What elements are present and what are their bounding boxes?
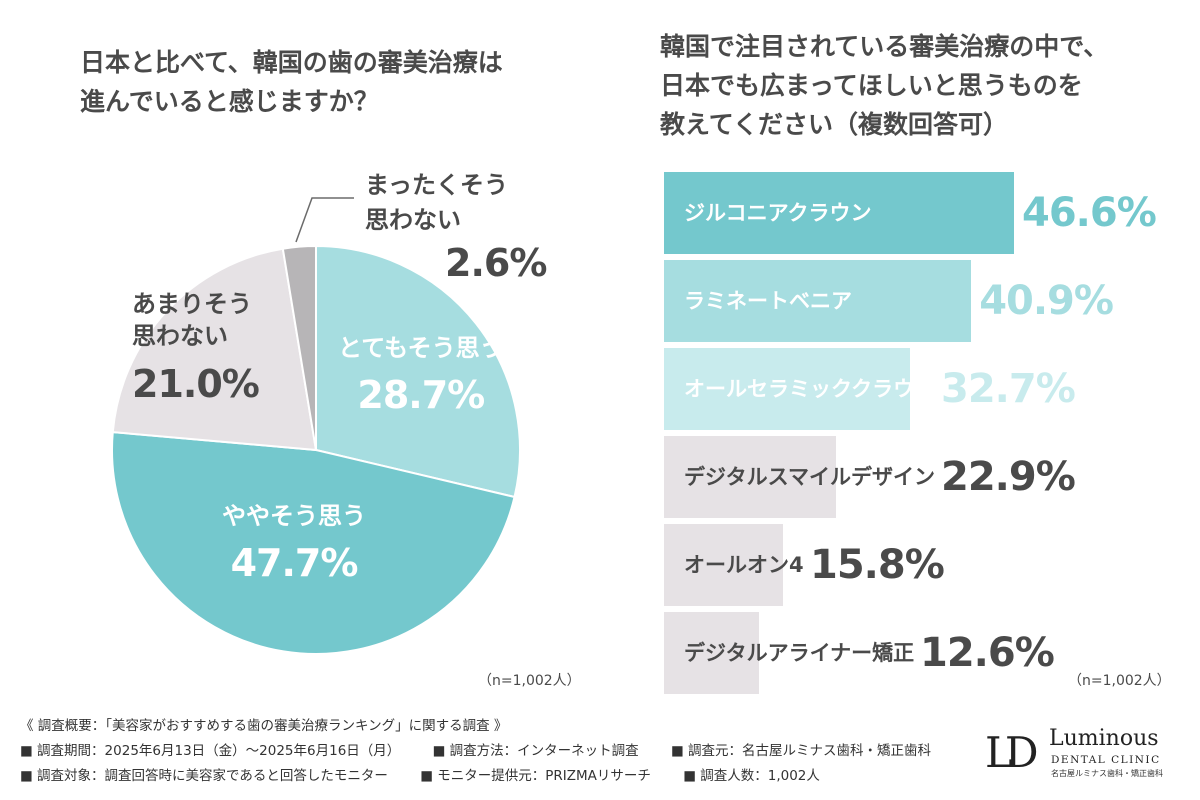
survey-provider: ■ モニター提供元：PRIZMAリサーチ	[420, 768, 651, 784]
bar-value-label: 40.9%	[979, 278, 1114, 324]
pie-slice-not-at-all	[281, 244, 317, 451]
bar-title-line-2: 日本でも広まってほしいと思うものを	[660, 70, 1083, 100]
pie-slice-somewhat-agree	[111, 430, 516, 655]
bar-row: ジルコニアクラウン 46.6%	[664, 172, 1184, 254]
pie-value-not-at-all: 2.6%	[445, 240, 547, 285]
logo-mark: LD	[985, 728, 1039, 777]
bar-value-label: 46.6%	[1022, 190, 1157, 236]
survey-overview: 《 調査概要：「美容家がおすすめする歯の審美治療ランキング」に関する調査 》 ■…	[20, 714, 970, 789]
survey-source: ■ 調査元：名古屋ルミナス歯科・矯正歯科	[670, 743, 931, 759]
logo-tagline: 名古屋ルミナス歯科・矯正歯科	[1051, 769, 1163, 778]
bar-sample-size-note: （n=1,002人）	[1068, 673, 1171, 689]
bar-row: ラミネートベニア 40.9%	[664, 260, 1184, 342]
survey-row-2: ■ 調査対象：調査回答時に美容家であると回答したモニター ■ モニター提供元：P…	[20, 764, 970, 789]
pie-question-title: 日本と比べて、韓国の歯の審美治療は 進んでいると感じますか？	[80, 44, 600, 122]
bar-row: オールオン4 15.8%	[664, 524, 1184, 606]
bar	[664, 172, 1014, 254]
bar-row: デジタルアライナー矯正 12.6%	[664, 612, 1184, 694]
survey-heading: 《 調査概要：「美容家がおすすめする歯の審美治療ランキング」に関する調査 》	[20, 718, 508, 734]
pie-leader-line	[295, 197, 354, 243]
bar	[664, 348, 910, 430]
pie-label-somewhat-agree: ややそう思う 47.7%	[222, 500, 366, 590]
bar-label: ジルコニアクラウン	[684, 201, 872, 225]
pie-value-somewhat-agree: 47.7%	[230, 541, 359, 586]
pie-label-very-agree: とてもそう思う 28.7%	[338, 332, 504, 422]
bar-value-label: 32.7%	[941, 366, 1076, 412]
bar-value-label: 15.8%	[810, 542, 945, 588]
pie-slice-not-really	[111, 247, 318, 452]
pie-sample-size-note: （n=1,002人）	[478, 673, 581, 689]
pie-title-line-2: 進んでいると感じますか？	[80, 86, 379, 116]
bar-question-title: 韓国で注目されている審美治療の中で、 日本でも広まってほしいと思うものを 教えて…	[660, 28, 1180, 144]
bar	[664, 524, 783, 606]
survey-period: ■ 調査期間：2025年6月13日（金）〜2025年6月16日（月）	[20, 743, 401, 759]
bar-title-line-3: 教えてください（複数回答可）	[660, 109, 1009, 139]
survey-method: ■ 調査方法：インターネット調査	[432, 743, 639, 759]
bar	[664, 436, 836, 518]
pie-label-not-at-all: まったくそう 思わない 2.6%	[365, 168, 547, 289]
bar-label: デジタルアライナー矯正	[684, 641, 915, 665]
pie-value-very-agree: 28.7%	[357, 373, 485, 418]
survey-count: ■ 調査人数：1,002人	[683, 768, 820, 784]
bar	[664, 260, 972, 342]
logo-name: Luminous	[1049, 726, 1159, 751]
bar-label: オールセラミッククラウン	[684, 377, 936, 401]
bar-label: オールオン4	[684, 553, 804, 577]
logo-subtitle: DENTAL CLINIC	[1051, 754, 1161, 766]
survey-row-1: ■ 調査期間：2025年6月13日（金）〜2025年6月16日（月） ■ 調査方…	[20, 739, 970, 764]
clinic-logo: LD Luminous DENTAL CLINIC 名古屋ルミナス歯科・矯正歯科	[985, 724, 1185, 784]
bar-value-label: 12.6%	[920, 630, 1055, 676]
pie-value-not-really: 21.0%	[132, 361, 260, 406]
pie-slice-very-agree	[315, 244, 521, 499]
bar-row: デジタルスマイルデザイン 22.9%	[664, 436, 1184, 518]
bar-label: ラミネートベニア	[684, 289, 852, 313]
survey-target: ■ 調査対象：調査回答時に美容家であると回答したモニター	[20, 768, 388, 784]
pie-title-line-1: 日本と比べて、韓国の歯の審美治療は	[80, 48, 503, 77]
pie-label-not-really: あまりそう 思わない 21.0%	[132, 288, 260, 410]
pie-chart	[111, 197, 521, 655]
bar-row: オールセラミッククラウン 32.7%	[664, 348, 1184, 430]
bar-label: デジタルスマイルデザイン	[684, 465, 935, 489]
bar	[664, 612, 759, 694]
bar-title-line-1: 韓国で注目されている審美治療の中で、	[660, 32, 1109, 61]
bar-value-label: 22.9%	[941, 454, 1076, 500]
